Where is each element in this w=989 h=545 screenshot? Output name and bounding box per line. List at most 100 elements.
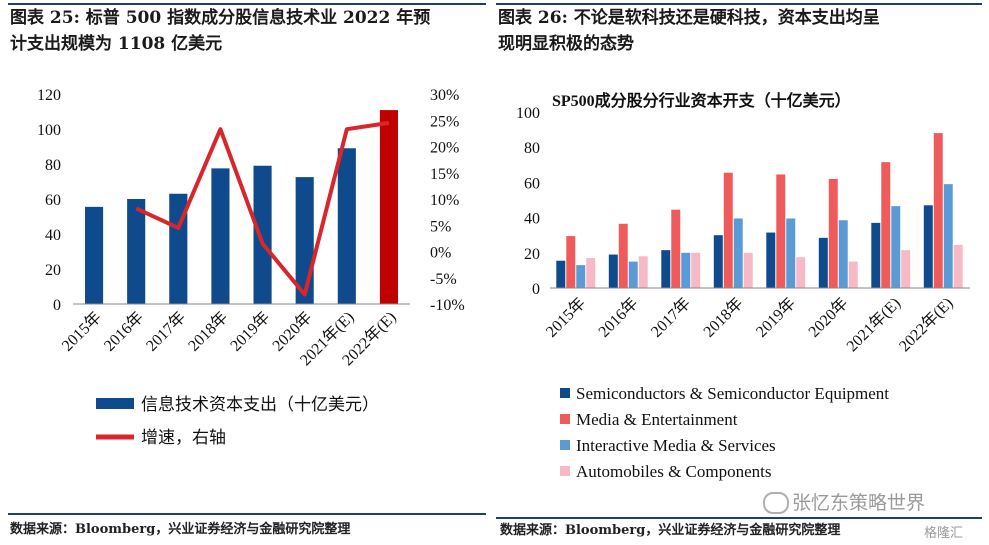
bar — [766, 232, 776, 288]
bar — [691, 252, 701, 288]
x-tick-label: 2015年 — [58, 308, 105, 355]
left-bottom-rule — [8, 513, 486, 515]
bar — [638, 256, 648, 288]
y-tick-label: 40 — [45, 227, 61, 244]
bar — [379, 110, 398, 304]
bar — [713, 235, 723, 288]
legend-label: Interactive Media & Services — [576, 436, 776, 455]
y-tick-label: 20 — [45, 262, 61, 279]
legend-swatch — [560, 440, 570, 450]
bar — [743, 252, 753, 288]
x-tick-label: 2018年 — [700, 294, 747, 341]
bar — [211, 168, 230, 304]
bar — [933, 133, 943, 288]
left-title-line1: 图表 25: 标普 500 指数成分股信息技术业 2022 年预 — [10, 8, 431, 28]
bar — [891, 206, 901, 288]
y2-tick-label: 25% — [430, 113, 459, 130]
legend-label-line: 增速，右轴 — [141, 428, 226, 447]
bar — [681, 252, 691, 288]
bar — [723, 172, 733, 288]
y-tick-label: 60 — [45, 192, 61, 209]
left-chart-title: 图表 25: 标普 500 指数成分股信息技术业 2022 年预 计支出规模为 … — [10, 5, 488, 57]
bar — [828, 178, 838, 288]
right-top-rule — [496, 3, 982, 5]
y-tick-label: 0 — [53, 297, 61, 314]
bar — [608, 254, 618, 288]
bar — [733, 218, 743, 288]
bar — [253, 165, 272, 304]
left-top-rule — [8, 3, 486, 5]
bar — [776, 174, 786, 288]
y2-tick-label: -5% — [430, 271, 457, 288]
y2-tick-label: -10% — [430, 297, 465, 314]
bar — [943, 184, 953, 288]
bar — [85, 206, 104, 304]
x-tick-label: 2016年 — [595, 294, 642, 341]
wechat-icon — [763, 492, 789, 514]
y-tick-label: 80 — [524, 140, 540, 157]
right-title-line1: 图表 26: 不论是软科技还是硬科技，资本支出均呈 — [498, 8, 880, 28]
bar — [786, 218, 796, 288]
right-chart-title: 图表 26: 不论是软科技还是硬科技，资本支出均呈 现明显积极的态势 — [498, 5, 984, 57]
bar — [618, 223, 628, 288]
y2-tick-label: 10% — [430, 192, 459, 209]
bar — [871, 222, 881, 288]
legend-swatch — [560, 414, 570, 424]
x-tick-label: 2018年 — [185, 308, 232, 355]
left-source: 数据来源：Bloomberg，兴业证券经济与金融研究院整理 — [10, 522, 351, 537]
y-tick-label: 20 — [524, 246, 540, 263]
watermark-text: 张忆东策略世界 — [792, 492, 926, 514]
bar — [796, 257, 806, 288]
legend-swatch — [560, 466, 570, 476]
bar — [923, 205, 933, 288]
x-tick-label: 2016年 — [100, 308, 147, 355]
y2-tick-label: 15% — [430, 166, 459, 183]
x-tick-label: 2019年 — [227, 308, 274, 355]
x-tick-label: 2021年(E) — [843, 294, 904, 355]
left-chart: 0 20 40 60 80 100 120 -10% -5% 0% 5% 10% 15% 20% 25% 30… — [37, 87, 465, 447]
legend-label-bar: 信息技术资本支出（十亿美元） — [141, 395, 379, 414]
y2-tick-label: 20% — [430, 140, 459, 157]
x-tick-label: 2017年 — [647, 294, 694, 341]
x-tick-label: 2019年 — [752, 294, 799, 341]
bar — [337, 148, 356, 304]
bar — [838, 220, 848, 288]
bar — [881, 162, 891, 288]
corner-watermark: 格隆汇 — [924, 526, 964, 541]
inner-chart-title: SP500成分股分行业资本开支（十亿美元） — [552, 91, 851, 110]
left-title-line2: 计支出规模为 1108 亿美元 — [10, 34, 223, 54]
growth-line — [135, 120, 390, 297]
y2-tick-label: 0% — [430, 245, 451, 262]
bar — [661, 250, 671, 288]
bar — [576, 265, 586, 288]
right-source: 数据来源：Bloomberg，兴业证券经济与金融研究院整理 — [500, 523, 841, 538]
legend-label: Semiconductors & Semiconductor Equipment — [576, 384, 889, 403]
bar — [127, 199, 146, 304]
x-tick-label: 2020年 — [805, 294, 852, 341]
legend-label: Media & Entertainment — [576, 410, 738, 429]
y-tick-label: 100 — [37, 122, 61, 139]
y-tick-label: 40 — [524, 211, 540, 228]
bar — [566, 236, 576, 288]
x-tick-label: 2022年(E) — [895, 294, 956, 355]
legend-label: Automobiles & Components — [576, 462, 772, 481]
bar — [556, 260, 566, 288]
bar — [628, 261, 638, 288]
x-tick-label: 2017年 — [142, 308, 189, 355]
right-bottom-rule — [496, 517, 982, 519]
y-tick-label: 120 — [37, 87, 61, 104]
right-title-line2: 现明显积极的态势 — [498, 34, 634, 54]
bar — [848, 261, 858, 288]
bar — [818, 237, 828, 288]
y-tick-label: 0 — [532, 281, 540, 298]
legend-swatch-bar — [96, 398, 134, 409]
bar — [953, 244, 963, 288]
x-tick-label: 2015年 — [542, 294, 589, 341]
bar — [586, 258, 596, 288]
y2-tick-label: 30% — [430, 87, 459, 104]
y-tick-label: 100 — [516, 105, 540, 122]
y-tick-label: 80 — [45, 157, 61, 174]
bar — [901, 250, 911, 288]
legend-swatch — [560, 388, 570, 398]
